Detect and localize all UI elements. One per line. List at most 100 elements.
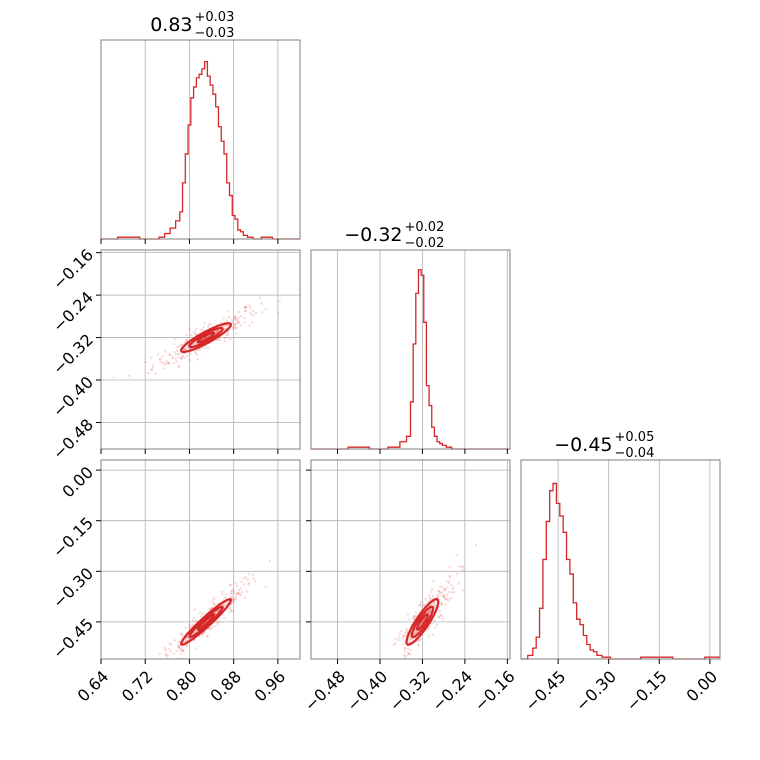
- sample-point: [443, 587, 446, 591]
- hist-panel-2: [520, 459, 721, 660]
- sample-point: [443, 588, 447, 591]
- sample-point: [162, 660, 164, 662]
- sample-point: [422, 618, 426, 621]
- sample-point: [450, 588, 454, 591]
- sample-point: [189, 352, 192, 355]
- scatter-panel-0-1: [100, 249, 301, 450]
- sample-point: [404, 630, 407, 634]
- title-value: −0.32: [344, 224, 402, 246]
- sample-point: [168, 642, 171, 645]
- sample-point: [233, 325, 236, 328]
- sample-point: [240, 591, 243, 594]
- sample-point: [187, 622, 191, 625]
- sample-point: [402, 634, 406, 637]
- sample-point: [431, 594, 435, 598]
- density-contour: [180, 322, 233, 353]
- histogram-step: [311, 269, 510, 450]
- sample-point: [212, 603, 216, 606]
- sample-point: [181, 343, 184, 346]
- sample-point: [420, 605, 424, 608]
- sample-point: [407, 617, 410, 621]
- sample-point: [207, 346, 210, 349]
- sample-point: [244, 305, 248, 309]
- sample-point: [228, 583, 232, 587]
- sample-point: [209, 322, 212, 325]
- sample-point: [192, 331, 196, 334]
- sample-point: [216, 330, 220, 333]
- sample-point: [226, 334, 229, 337]
- sample-point: [417, 639, 420, 642]
- sample-point: [158, 358, 162, 361]
- sample-point: [461, 565, 464, 569]
- sample-point: [185, 354, 189, 357]
- sample-point: [193, 350, 196, 353]
- sample-point: [240, 580, 243, 583]
- sample-point: [155, 670, 157, 672]
- sample-point: [227, 315, 231, 319]
- sample-point: [398, 636, 401, 639]
- y-tick-label: −0.45: [49, 614, 97, 662]
- sample-point: [202, 326, 206, 329]
- sample-point: [438, 586, 442, 589]
- sample-point: [163, 662, 165, 664]
- y-tick-label: −0.24: [49, 288, 97, 336]
- sample-point: [232, 590, 235, 594]
- sample-point: [171, 355, 174, 358]
- sample-point: [439, 614, 442, 617]
- sample-point: [233, 322, 237, 326]
- sample-point: [216, 622, 219, 626]
- sample-point: [199, 328, 203, 332]
- sample-point: [409, 648, 413, 652]
- sample-point: [234, 581, 237, 585]
- sample-point: [250, 313, 253, 316]
- sample-point: [252, 314, 256, 317]
- sample-point: [230, 592, 234, 596]
- sample-point: [177, 640, 180, 644]
- sample-point: [461, 589, 465, 592]
- sample-point: [440, 602, 444, 606]
- sample-point: [231, 609, 234, 613]
- sample-point: [251, 573, 255, 577]
- sample-point: [433, 626, 436, 629]
- sample-point: [184, 348, 188, 351]
- sample-point: [444, 603, 447, 606]
- hist-panel-0: [100, 39, 301, 240]
- sample-point: [193, 608, 196, 612]
- sample-point: [186, 644, 189, 647]
- sample-point: [412, 617, 415, 620]
- x-tick-label: −0.45: [521, 667, 569, 715]
- sample-point: [438, 609, 442, 613]
- sample-point: [424, 597, 427, 601]
- sample-point: [164, 653, 168, 656]
- sample-point: [259, 296, 262, 300]
- sample-point: [165, 654, 168, 657]
- sample-point: [227, 607, 230, 610]
- sample-point: [197, 348, 200, 351]
- sample-point: [404, 634, 407, 637]
- sample-point: [414, 614, 417, 618]
- sample-point: [198, 611, 202, 615]
- sample-point: [213, 625, 216, 628]
- sample-point: [170, 643, 173, 646]
- sample-point: [450, 584, 453, 587]
- sample-point: [249, 306, 252, 310]
- sample-point: [201, 329, 205, 332]
- sample-point: [207, 323, 211, 327]
- sample-point: [208, 608, 211, 611]
- sample-point: [176, 345, 179, 349]
- sample-point: [151, 366, 155, 369]
- sample-point: [234, 315, 237, 318]
- sample-point: [176, 352, 180, 356]
- sample-point: [167, 663, 169, 665]
- sample-point: [231, 321, 234, 324]
- sample-point: [201, 633, 204, 637]
- title-minus: −0.04: [615, 446, 655, 461]
- sample-point: [203, 631, 206, 635]
- sample-point: [407, 647, 410, 650]
- sample-point: [382, 669, 384, 671]
- sample-point: [179, 652, 183, 656]
- sample-point: [163, 664, 165, 666]
- sample-point: [452, 586, 455, 589]
- sample-point: [458, 565, 461, 568]
- sample-point: [166, 361, 170, 365]
